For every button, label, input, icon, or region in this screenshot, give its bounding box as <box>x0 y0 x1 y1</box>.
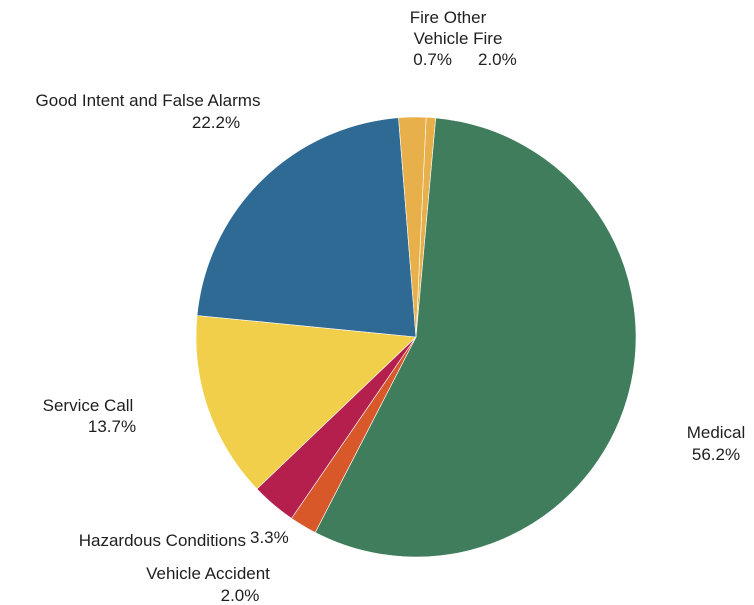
slice-good-intent-and-false-alarms <box>196 117 417 338</box>
slice-vehicle-fire <box>398 116 427 338</box>
label-good-intent-value: 22.2% <box>192 113 240 132</box>
label-medical-name: Medical <box>687 423 746 442</box>
pie-slices <box>195 116 637 558</box>
label-good-intent-name: Good Intent and False Alarms <box>36 91 261 110</box>
label-vehicle-accident-value: 2.0% <box>221 586 260 605</box>
label-hazardous-value: 3.3% <box>250 528 289 547</box>
label-vehicle-fire-name: Vehicle Fire <box>414 29 503 48</box>
label-service-call-name: Service Call <box>43 396 134 415</box>
label-medical-value: 56.2% <box>692 445 740 464</box>
label-vehicle-accident-name: Vehicle Accident <box>146 564 270 583</box>
slice-medical <box>314 117 637 558</box>
slice-service-call <box>195 315 417 490</box>
label-fire-other-value: 0.7% <box>413 50 452 69</box>
label-vehicle-fire-value: 2.0% <box>478 50 517 69</box>
label-fire-other-name: Fire Other <box>410 8 487 27</box>
label-service-call-value: 13.7% <box>88 417 136 436</box>
label-hazardous-name: Hazardous Conditions <box>79 531 246 550</box>
